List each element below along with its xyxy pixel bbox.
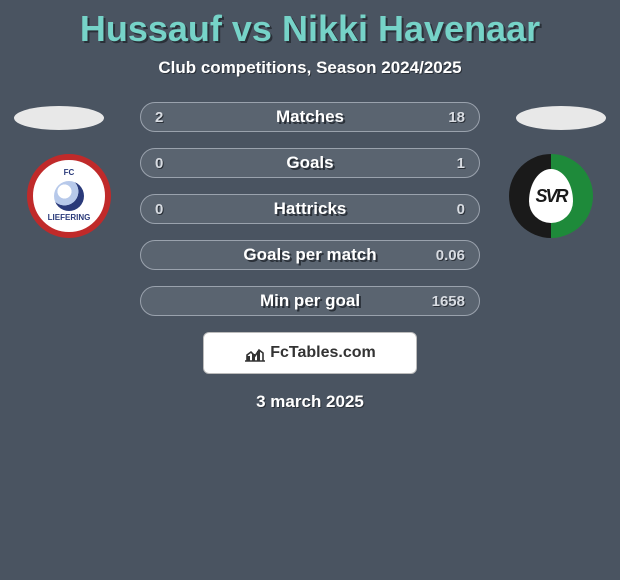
stat-row: 2 Matches 18: [140, 102, 480, 132]
date-text: 3 march 2025: [140, 392, 480, 412]
stat-row: Goals per match 0.06: [140, 240, 480, 270]
badge-text-bottom: LIEFERING: [48, 213, 91, 222]
team-right-logo: SVR: [509, 154, 593, 238]
stat-label: Matches: [201, 107, 419, 127]
ried-mono: SVR: [535, 186, 566, 207]
brand-badge[interactable]: FcTables.com: [203, 332, 417, 374]
chart-icon: [244, 344, 266, 362]
stat-right-value: 1658: [419, 293, 479, 310]
team-left-logo: FC LIEFERING: [27, 154, 111, 238]
ried-badge: SVR: [509, 154, 593, 238]
ellipse-left: [14, 106, 104, 130]
subtitle: Club competitions, Season 2024/2025: [0, 58, 620, 78]
stat-label: Goals: [201, 153, 419, 173]
stat-row: 0 Hattricks 0: [140, 194, 480, 224]
stat-right-value: 0: [419, 201, 479, 218]
stat-left-value: 0: [141, 155, 201, 172]
badge-text-top: FC: [64, 168, 75, 177]
stat-label: Goals per match: [201, 245, 419, 265]
stat-left-value: 0: [141, 201, 201, 218]
liefering-badge: FC LIEFERING: [27, 154, 111, 238]
ball-icon: [54, 181, 84, 211]
stat-label: Min per goal: [201, 291, 419, 311]
brand-text: FcTables.com: [270, 344, 376, 362]
stat-left-value: 2: [141, 109, 201, 126]
main-area: FC LIEFERING SVR 2 Matches 18 0 Goals 1: [0, 102, 620, 412]
stat-label: Hattricks: [201, 199, 419, 219]
stat-row: Min per goal 1658: [140, 286, 480, 316]
stat-right-value: 1: [419, 155, 479, 172]
page-title: Hussauf vs Nikki Havenaar: [0, 0, 620, 50]
stat-row: 0 Goals 1: [140, 148, 480, 178]
stat-right-value: 18: [419, 109, 479, 126]
comparison-card: Hussauf vs Nikki Havenaar Club competiti…: [0, 0, 620, 580]
stat-right-value: 0.06: [419, 247, 479, 264]
stats-table: 2 Matches 18 0 Goals 1 0 Hattricks 0 Goa…: [140, 102, 480, 412]
ried-shield: SVR: [529, 169, 573, 223]
ellipse-right: [516, 106, 606, 130]
